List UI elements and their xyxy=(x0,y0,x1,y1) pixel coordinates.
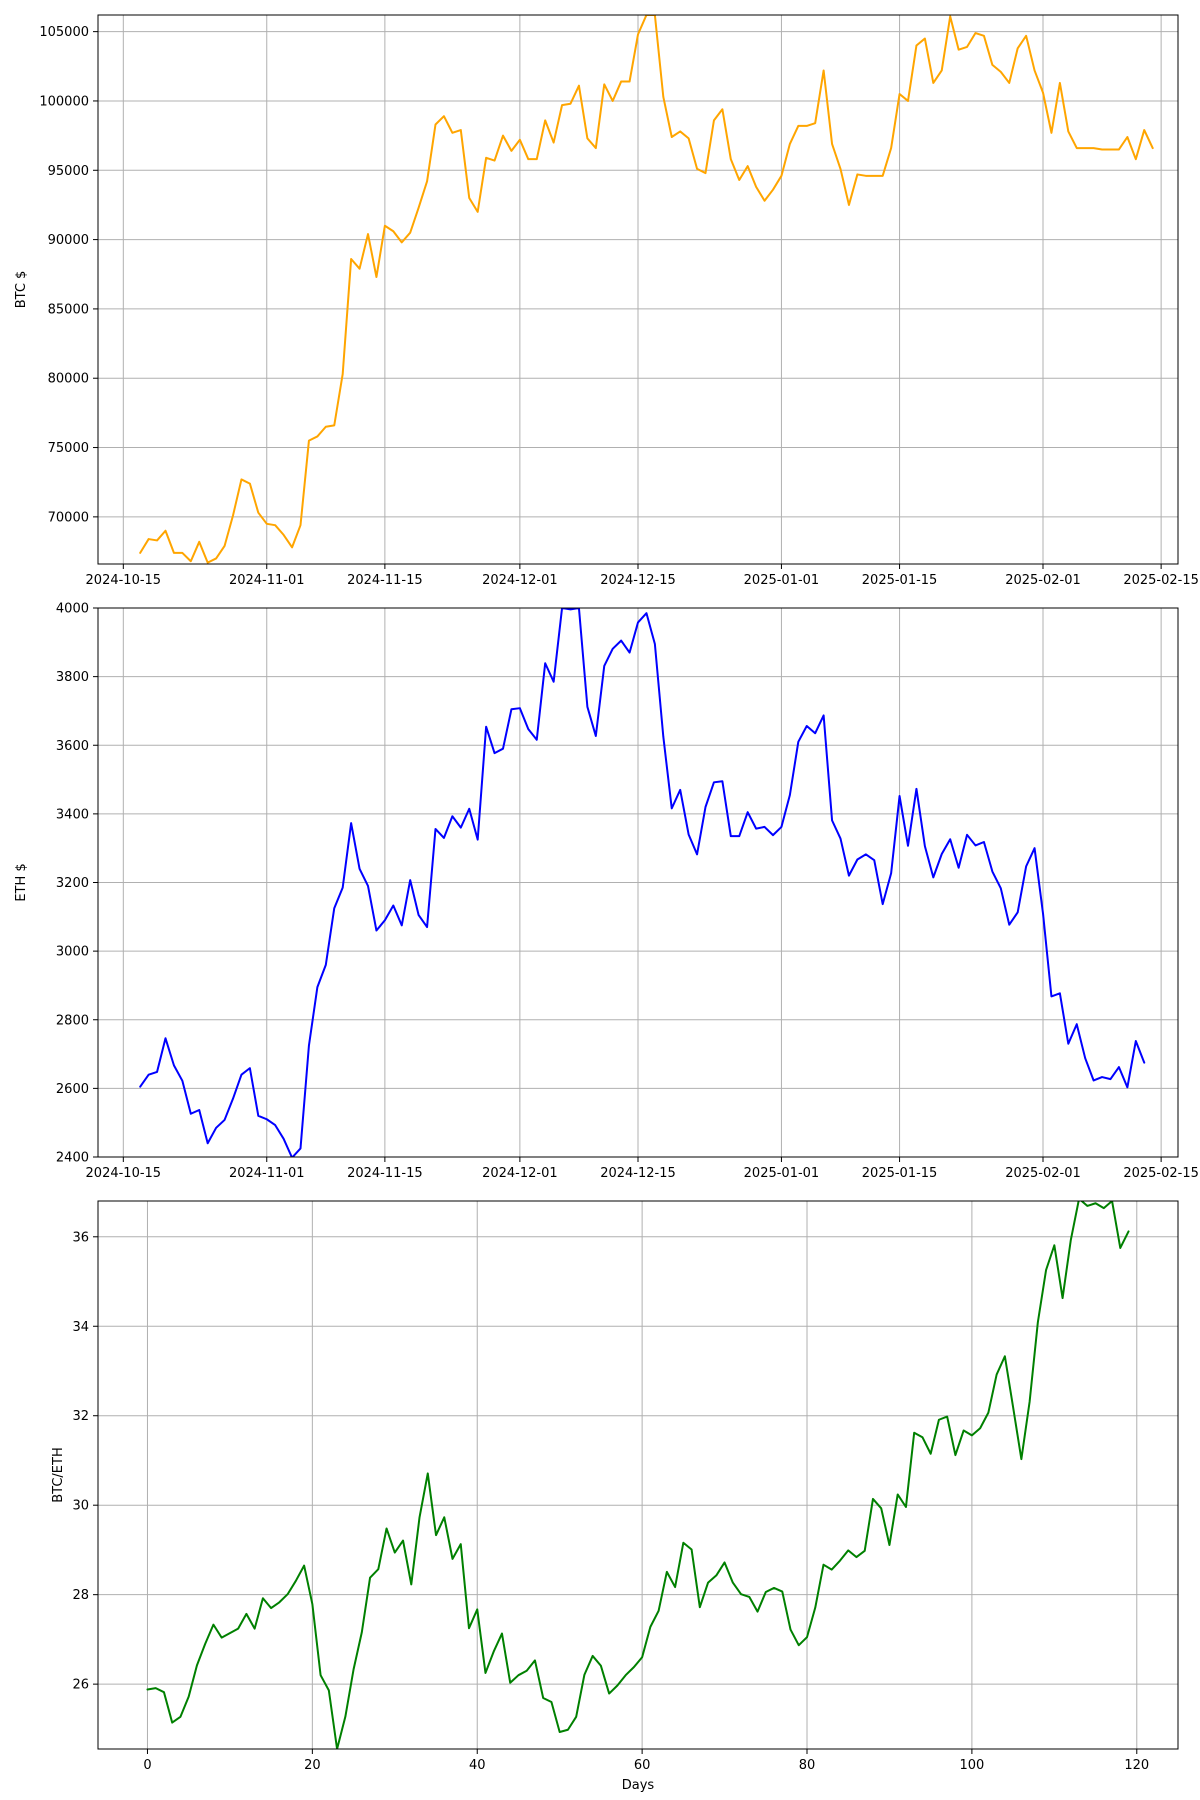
y-tick-label: 3600 xyxy=(56,739,89,754)
y-axis-label: BTC $ xyxy=(14,271,29,309)
plot-frame xyxy=(97,607,1179,1158)
y-tick-label: 95000 xyxy=(48,164,89,179)
y-tick-label: 3400 xyxy=(56,807,89,822)
y-tick-label: 36 xyxy=(72,1230,89,1245)
x-tick-label: 20 xyxy=(304,1758,321,1773)
eth-price-panel: 2024-10-15 2024-11-01 2024-11-15 2024-12-01… xyxy=(14,602,1199,1182)
btc-eth-ratio-panel: 0 20 40 60 80 100 120 26 28 30 32 34 36 BTC/ETH Days xyxy=(51,1200,1179,1793)
y-tick-label: 105000 xyxy=(39,25,89,40)
y-tick-label: 3000 xyxy=(56,945,89,960)
x-tick-label: 100 xyxy=(959,1758,984,1773)
x-tick-label: 2024-11-01 xyxy=(229,573,305,588)
y-tick-label: 32 xyxy=(72,1409,89,1424)
y-tick-label: 2600 xyxy=(56,1082,89,1097)
x-tick-label: 2025-02-01 xyxy=(1005,1166,1081,1181)
x-tick-label: 60 xyxy=(634,1758,651,1773)
x-tick-label: 2024-12-15 xyxy=(600,1166,676,1181)
y-tick-label: 70000 xyxy=(48,510,89,525)
y-tick-label: 2400 xyxy=(56,1151,89,1166)
x-tick-label: 0 xyxy=(143,1758,151,1773)
x-axis-label: Days xyxy=(622,1778,655,1793)
y-tick-label: 3800 xyxy=(56,670,89,685)
x-tick-label: 2025-02-15 xyxy=(1123,573,1199,588)
y-tick-label: 80000 xyxy=(48,372,89,387)
y-tick-label: 100000 xyxy=(39,94,89,109)
y-tick-label: 75000 xyxy=(48,441,89,456)
y-tick-label: 4000 xyxy=(56,602,89,617)
btc-price-panel: 2024-10-15 2024-11-01 2024-11-15 2024-12-01… xyxy=(14,14,1199,588)
x-tick-label: 2024-11-15 xyxy=(347,1166,423,1181)
x-tick-label: 120 xyxy=(1124,1758,1149,1773)
series-line xyxy=(139,15,1154,564)
x-tick-label: 2025-02-15 xyxy=(1123,1166,1199,1181)
y-tick-label: 3200 xyxy=(56,876,89,891)
x-tick-label: 2024-10-15 xyxy=(86,1166,162,1181)
series-line xyxy=(139,608,1146,1157)
y-tick-label: 28 xyxy=(72,1588,89,1603)
y-tick-label: 30 xyxy=(72,1499,89,1514)
y-tick-label: 34 xyxy=(72,1320,89,1335)
plot-frame xyxy=(97,14,1179,565)
x-tick-label: 2025-01-15 xyxy=(862,1166,938,1181)
y-tick-label: 90000 xyxy=(48,233,89,248)
x-tick-label: 2024-12-15 xyxy=(600,573,676,588)
x-tick-label: 2025-01-15 xyxy=(862,573,938,588)
plot-frame xyxy=(97,1200,1179,1750)
y-tick-label: 26 xyxy=(72,1678,89,1693)
y-tick-label: 2800 xyxy=(56,1013,89,1028)
x-tick-label: 2024-11-15 xyxy=(347,573,423,588)
series-line xyxy=(146,1201,1130,1749)
x-tick-label: 2024-12-01 xyxy=(482,1166,558,1181)
x-tick-label: 80 xyxy=(799,1758,816,1773)
y-tick-label: 85000 xyxy=(48,302,89,317)
x-tick-label: 2024-11-01 xyxy=(229,1166,305,1181)
y-axis-label: ETH $ xyxy=(14,863,29,901)
x-tick-label: 2024-12-01 xyxy=(482,573,558,588)
y-axis-label: BTC/ETH xyxy=(51,1447,66,1503)
x-tick-label: 2024-10-15 xyxy=(86,573,162,588)
x-tick-label: 2025-01-01 xyxy=(744,1166,820,1181)
x-tick-label: 2025-02-01 xyxy=(1005,573,1081,588)
x-tick-label: 40 xyxy=(469,1758,486,1773)
x-tick-label: 2025-01-01 xyxy=(744,573,820,588)
